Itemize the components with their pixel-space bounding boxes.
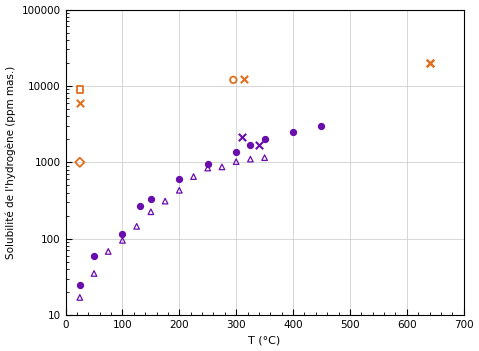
Point bbox=[90, 271, 98, 276]
Point bbox=[133, 224, 140, 229]
Point bbox=[175, 177, 183, 182]
Point bbox=[204, 161, 212, 166]
Point bbox=[247, 156, 254, 162]
Point bbox=[261, 155, 268, 160]
Point bbox=[318, 123, 325, 129]
Point bbox=[232, 159, 240, 164]
Point bbox=[76, 282, 84, 287]
Point bbox=[255, 142, 263, 147]
Point bbox=[147, 196, 155, 202]
Point bbox=[229, 77, 237, 83]
Point bbox=[232, 149, 240, 154]
Point bbox=[76, 294, 84, 300]
X-axis label: T (°C): T (°C) bbox=[249, 336, 281, 345]
Point bbox=[261, 137, 268, 142]
Point bbox=[190, 174, 197, 179]
Point bbox=[119, 238, 126, 243]
Point bbox=[175, 187, 183, 193]
Point bbox=[119, 231, 126, 237]
Point bbox=[204, 165, 212, 171]
Point bbox=[76, 87, 84, 92]
Point bbox=[218, 164, 226, 170]
Point bbox=[247, 142, 254, 147]
Point bbox=[289, 129, 297, 135]
Point bbox=[147, 209, 155, 214]
Point bbox=[238, 134, 246, 140]
Point bbox=[136, 203, 143, 208]
Y-axis label: Solubilité de l'hydrogène (ppm mas.): Solubilité de l'hydrogène (ppm mas.) bbox=[6, 66, 16, 259]
Point bbox=[90, 253, 98, 258]
Point bbox=[161, 198, 169, 204]
Point bbox=[104, 249, 112, 254]
Point bbox=[76, 159, 84, 165]
Point bbox=[76, 100, 84, 106]
Point bbox=[240, 76, 248, 81]
Point bbox=[426, 60, 433, 66]
